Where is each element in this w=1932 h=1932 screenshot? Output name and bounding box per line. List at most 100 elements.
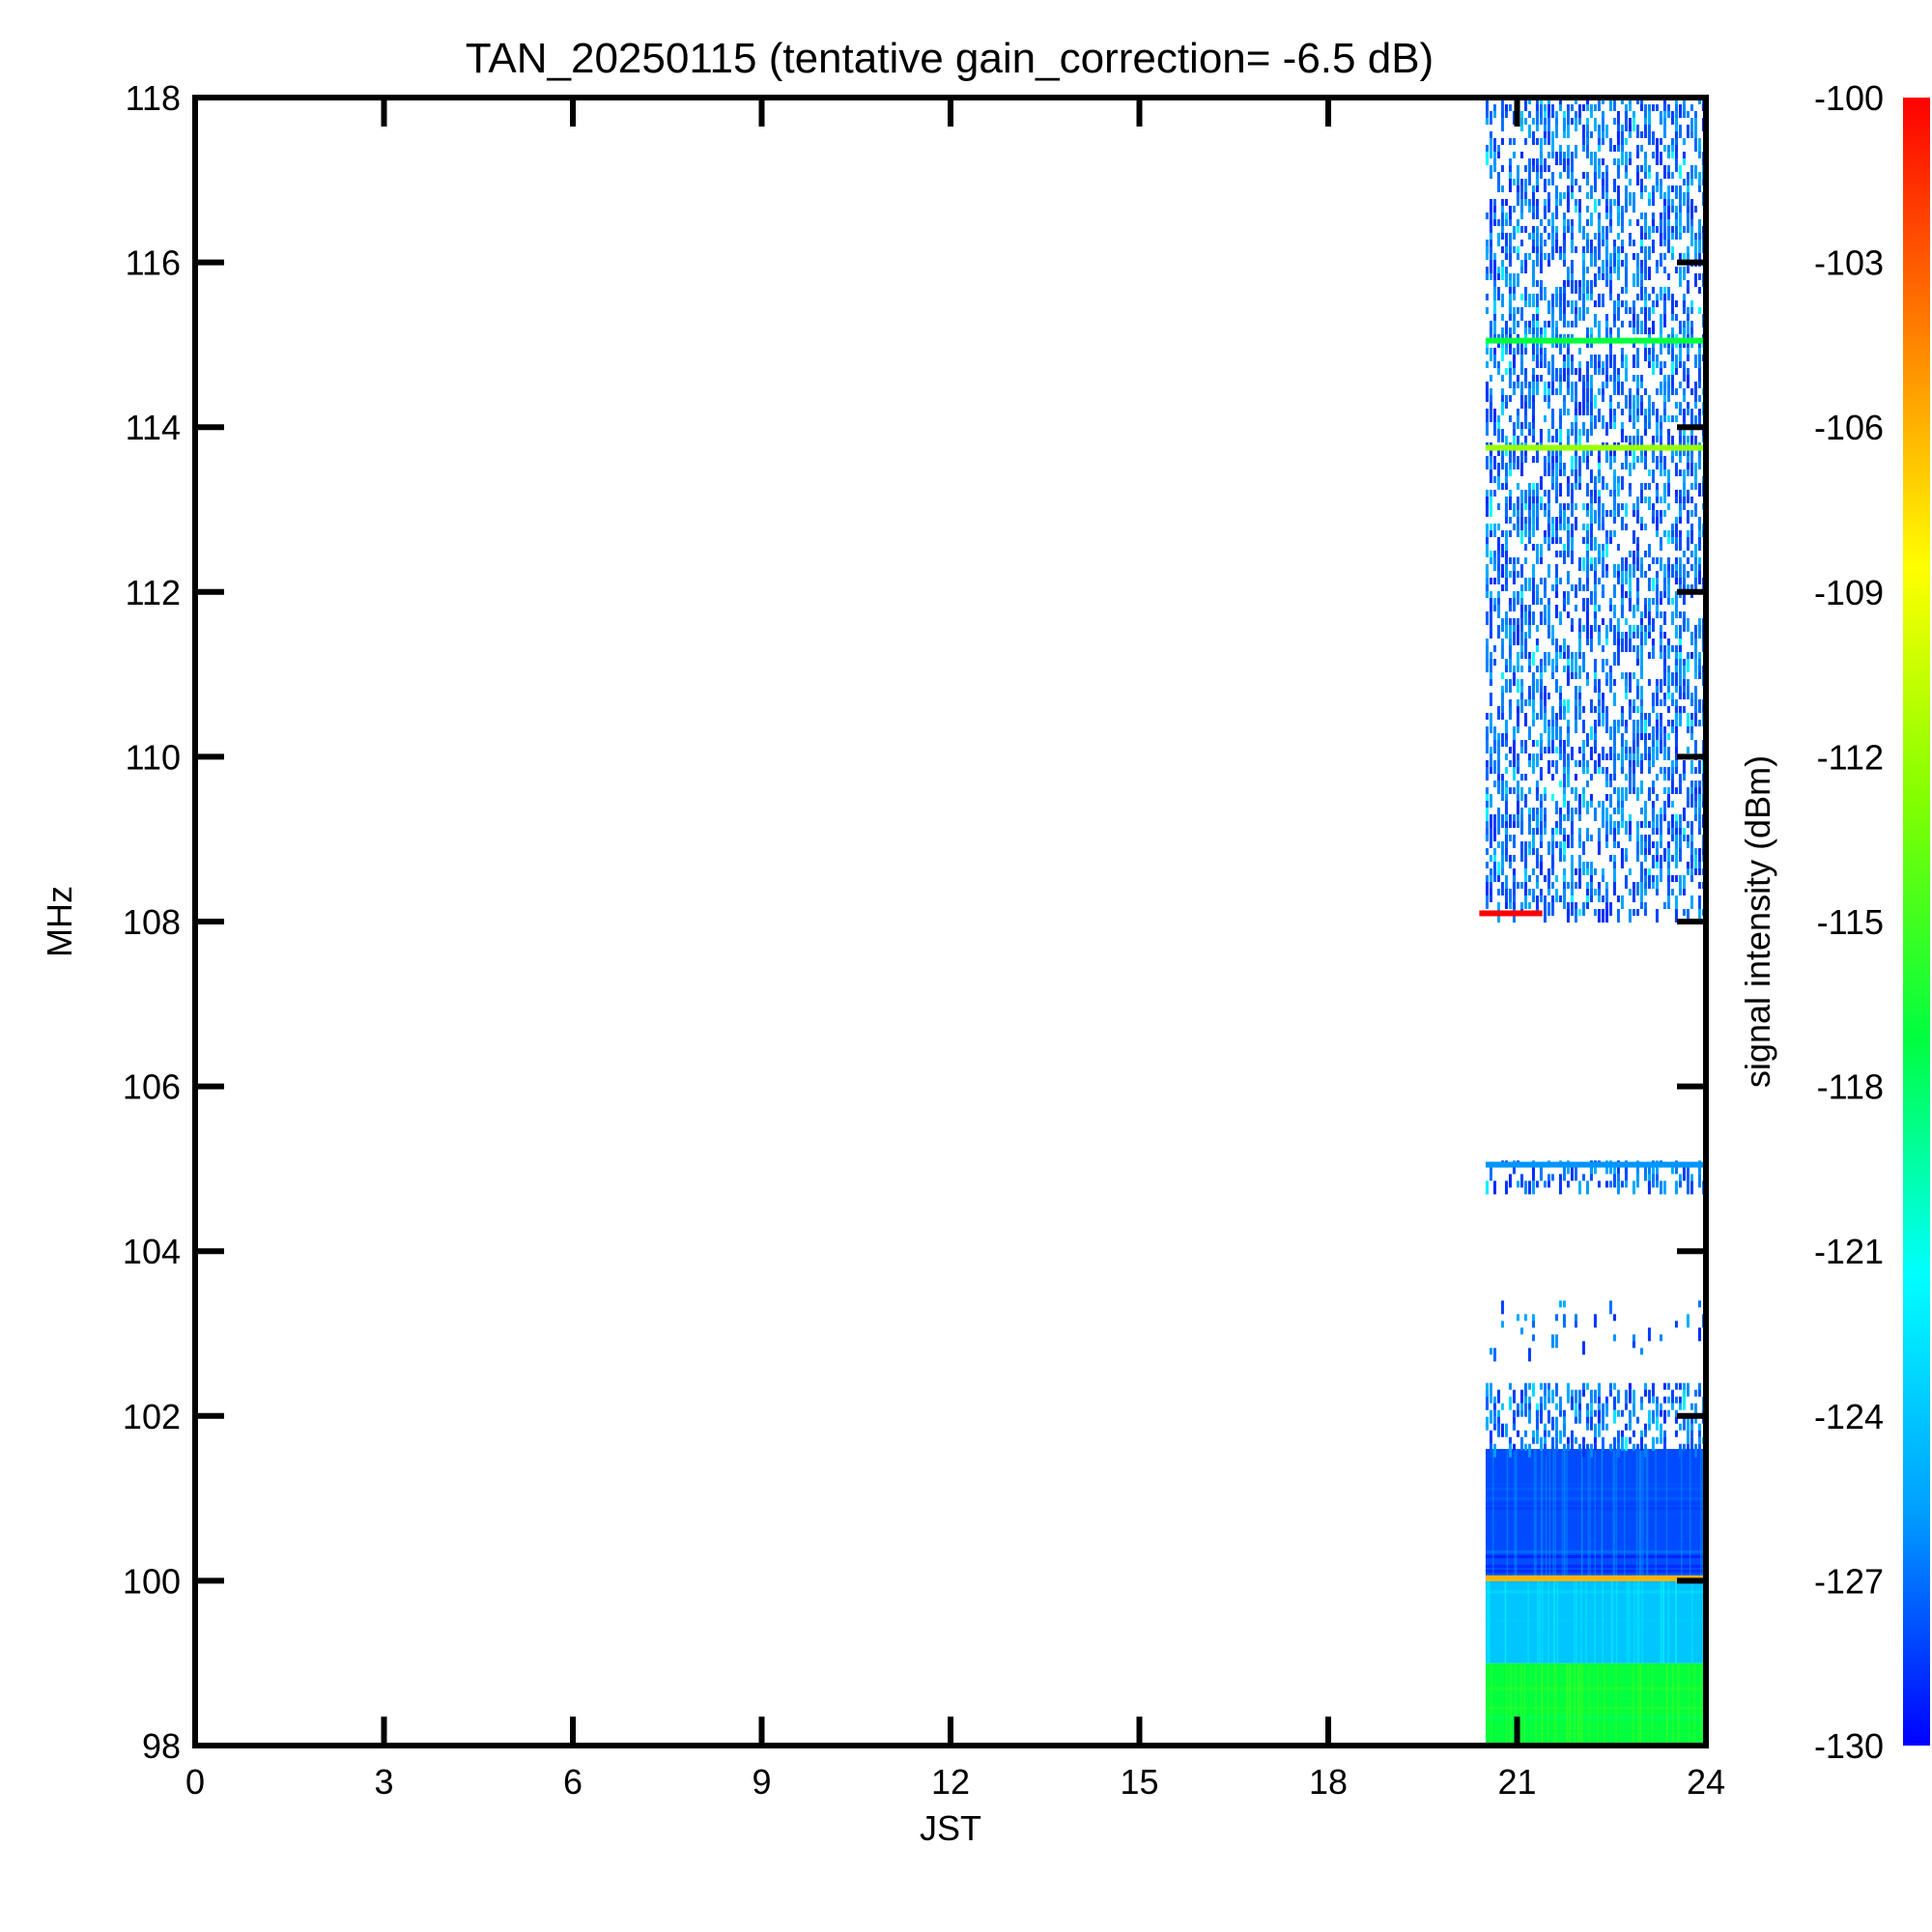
band-cell <box>1508 206 1512 219</box>
band-cell <box>1523 192 1527 199</box>
band-cell <box>1550 368 1554 382</box>
band-cell <box>1674 625 1678 639</box>
band-cell <box>1620 226 1624 233</box>
band-cell <box>1686 213 1690 219</box>
band-cell <box>1500 138 1504 145</box>
band-cell <box>1643 429 1647 436</box>
band-cell <box>1489 1382 1492 1397</box>
band-cell <box>1520 747 1523 753</box>
band-cell <box>1581 314 1585 321</box>
band-cell <box>1485 503 1489 517</box>
band-cell <box>1620 747 1624 753</box>
band-cell <box>1562 158 1566 172</box>
band-cell <box>1520 463 1523 476</box>
band-cell <box>1697 409 1701 415</box>
band-cell <box>1674 1180 1678 1195</box>
band-cell <box>1670 253 1674 260</box>
band-cell <box>1670 334 1674 341</box>
band-cell <box>1489 138 1492 145</box>
band-cell <box>1577 185 1581 192</box>
band-cell <box>1635 787 1639 801</box>
band-cell <box>1516 497 1520 510</box>
band-cell <box>1624 300 1628 307</box>
band-cell <box>1547 179 1550 185</box>
band-cell <box>1647 564 1651 571</box>
band-cell <box>1690 787 1693 794</box>
band-cell <box>1512 422 1516 429</box>
band-cell <box>1608 98 1612 111</box>
band-cell <box>1520 260 1523 267</box>
band-cell <box>1597 679 1601 693</box>
band-cell <box>1508 253 1512 267</box>
band-cell <box>1500 639 1504 645</box>
band-streak <box>1596 1662 1599 1746</box>
band-cell <box>1504 348 1508 355</box>
band-cell <box>1523 456 1527 463</box>
chart-title: TAN_20250115 (tentative gain_correction=… <box>466 35 1434 82</box>
band-cell <box>1593 686 1597 693</box>
band-cell <box>1485 537 1489 544</box>
band-cell <box>1520 490 1523 503</box>
band-cell <box>1589 111 1593 118</box>
band-cell <box>1570 395 1574 402</box>
band-cell <box>1500 672 1504 679</box>
band-cell <box>1678 537 1682 551</box>
band-cell <box>1605 564 1608 571</box>
band-cell <box>1485 733 1489 740</box>
band-cell <box>1512 463 1516 469</box>
band-streak <box>1681 1448 1683 1581</box>
band-cell <box>1492 314 1496 321</box>
band-cell <box>1686 726 1690 733</box>
band-cell <box>1500 294 1504 307</box>
band-cell <box>1577 632 1581 639</box>
band-cell <box>1496 875 1500 882</box>
band-cell <box>1597 720 1601 726</box>
band-cell <box>1678 787 1682 794</box>
band-cell <box>1527 902 1531 909</box>
band-cell <box>1570 659 1574 672</box>
band-cell <box>1554 476 1558 483</box>
band-cell <box>1558 341 1562 355</box>
band-cell <box>1632 882 1635 889</box>
band-cell <box>1589 747 1593 753</box>
band-cell <box>1601 388 1605 395</box>
band-cell <box>1574 652 1577 666</box>
band-cell <box>1616 131 1620 145</box>
band-cell <box>1635 152 1639 158</box>
band-cell <box>1512 179 1516 185</box>
band-cell <box>1574 382 1577 395</box>
band-cell <box>1543 605 1547 618</box>
colorbar-tick-label: -124 <box>1814 1397 1884 1436</box>
band-cell <box>1678 889 1682 895</box>
band-cell <box>1628 233 1632 240</box>
band-cell <box>1662 469 1666 476</box>
band-cell <box>1635 172 1639 185</box>
band-cell <box>1485 544 1489 557</box>
band-cell <box>1508 179 1512 192</box>
band-cell <box>1527 625 1531 639</box>
band-cell <box>1535 875 1539 882</box>
band-streak <box>1638 1448 1640 1581</box>
band-cell <box>1651 469 1655 483</box>
band-cell <box>1601 503 1605 517</box>
band-cell <box>1659 1334 1662 1342</box>
band-cell <box>1620 355 1624 361</box>
band-cell <box>1635 510 1639 524</box>
band-cell <box>1570 483 1574 490</box>
band-cell <box>1662 1443 1666 1451</box>
band-cell <box>1693 118 1697 125</box>
band-cell <box>1678 341 1682 348</box>
band-cell <box>1616 253 1620 260</box>
band-cell <box>1601 395 1605 402</box>
band-cell <box>1666 382 1670 395</box>
band-cell <box>1570 185 1574 192</box>
band-cell <box>1585 287 1589 294</box>
band-cell <box>1558 814 1562 828</box>
band-cell <box>1655 409 1659 422</box>
band-cell <box>1489 1167 1492 1181</box>
band-cell <box>1678 253 1682 260</box>
band-cell <box>1624 747 1628 753</box>
band-cell <box>1682 361 1686 368</box>
band-cell <box>1504 679 1508 693</box>
band-cell <box>1492 334 1496 341</box>
